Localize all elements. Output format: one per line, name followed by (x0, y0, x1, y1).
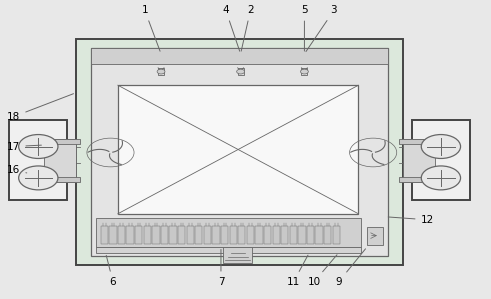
Bar (96, 247, 361, 253)
Bar (118, 226, 125, 244)
Bar (178, 226, 185, 244)
Bar (135, 226, 142, 244)
Bar (44, 139, 76, 182)
Bar (229, 226, 237, 244)
Text: 1: 1 (141, 5, 160, 51)
Bar (40, 139, 80, 144)
Bar (403, 139, 435, 182)
Bar (367, 227, 383, 245)
Text: 5: 5 (301, 5, 308, 51)
Circle shape (421, 166, 461, 190)
Bar (273, 226, 280, 244)
Text: 3: 3 (306, 5, 337, 51)
Bar (255, 226, 263, 244)
Bar (238, 68, 244, 75)
Bar (152, 226, 160, 244)
Bar (76, 39, 403, 265)
Bar (169, 226, 177, 244)
Bar (212, 226, 219, 244)
Bar (195, 226, 202, 244)
Bar (126, 226, 134, 244)
Circle shape (157, 69, 165, 74)
Text: 12: 12 (388, 215, 434, 225)
Bar (399, 177, 438, 182)
Text: 16: 16 (7, 165, 27, 176)
Bar (298, 226, 305, 244)
Bar (301, 68, 307, 75)
Text: 10: 10 (308, 255, 337, 287)
Bar (238, 226, 246, 244)
Bar (9, 120, 67, 200)
Bar (315, 226, 323, 244)
Bar (161, 226, 168, 244)
Circle shape (237, 69, 245, 74)
Bar (264, 226, 271, 244)
Circle shape (19, 135, 58, 158)
Bar (290, 226, 297, 244)
Bar (101, 226, 108, 244)
Bar (281, 226, 288, 244)
Text: 9: 9 (335, 249, 365, 287)
Circle shape (19, 166, 58, 190)
Bar (307, 226, 314, 244)
Bar (332, 226, 340, 244)
Bar (324, 226, 331, 244)
Text: 18: 18 (7, 94, 74, 122)
Bar (399, 139, 438, 144)
Bar (40, 177, 80, 182)
Bar (412, 120, 470, 200)
Text: 7: 7 (218, 249, 224, 287)
Bar (204, 226, 211, 244)
Text: 2: 2 (241, 5, 254, 51)
Text: 17: 17 (7, 141, 41, 152)
Text: 4: 4 (222, 5, 240, 51)
Bar (91, 48, 388, 64)
Bar (187, 226, 194, 244)
Bar (223, 247, 252, 263)
Circle shape (300, 69, 308, 74)
Bar (221, 226, 228, 244)
Text: 6: 6 (106, 255, 116, 287)
Text: 11: 11 (287, 255, 308, 287)
Circle shape (421, 135, 461, 158)
Bar (158, 68, 164, 75)
Bar (118, 85, 358, 214)
Bar (109, 226, 116, 244)
Bar (246, 226, 254, 244)
Bar (91, 48, 388, 256)
Bar (96, 218, 361, 247)
Bar (143, 226, 151, 244)
